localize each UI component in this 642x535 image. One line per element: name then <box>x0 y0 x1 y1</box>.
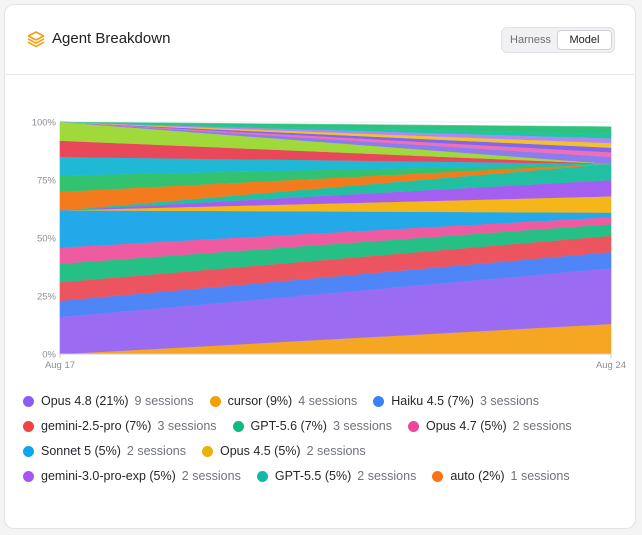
card-header: Agent Breakdown Harness Model <box>5 5 635 75</box>
legend-session-count: 1 sessions <box>510 469 570 483</box>
legend-item[interactable]: gemini-2.5-pro (7%) 3 sessions <box>23 414 217 439</box>
view-toggle: Harness Model <box>501 27 615 53</box>
legend-row: gemini-3.0-pro-exp (5%) 2 sessions GPT-5.5… <box>23 464 623 489</box>
legend-session-count: 2 sessions <box>306 444 366 458</box>
legend-label: Sonnet 5 (5%) <box>41 444 121 458</box>
legend-item[interactable]: gemini-3.0-pro-exp (5%) 2 sessions <box>23 464 241 489</box>
legend-session-count: 3 sessions <box>479 394 540 408</box>
series-edge <box>59 121 612 127</box>
legend-item[interactable]: GPT-5.5 (5%) 2 sessions <box>256 464 417 489</box>
legend-swatch <box>373 396 385 407</box>
legend-swatch <box>201 446 213 457</box>
legend-swatch <box>23 396 34 407</box>
legend-label: auto (2%) <box>450 469 505 483</box>
layers-icon <box>26 29 46 49</box>
legend-item[interactable]: auto (2%) 1 sessions <box>432 464 570 489</box>
card-title: Agent Breakdown <box>52 30 171 47</box>
x-tick-label: Aug 24 <box>596 360 626 371</box>
legend-label: Opus 4.8 (21%) <box>41 394 129 408</box>
legend-session-count: 4 sessions <box>298 394 358 408</box>
legend-swatch <box>23 471 34 482</box>
harness-toggle-button[interactable]: Harness <box>510 34 551 46</box>
area-series <box>59 121 612 134</box>
agent-breakdown-card: Agent Breakdown Harness Model 0% 25% 50% 75… <box>4 4 636 529</box>
legend-label: Opus 4.7 (5%) <box>426 419 507 433</box>
legend-item[interactable]: Opus 4.7 (5%) 2 sessions <box>408 414 572 439</box>
legend-swatch <box>232 421 244 432</box>
legend-session-count: 2 sessions <box>126 444 186 458</box>
y-tick-label: 50% <box>37 234 57 245</box>
y-tick-label: 100% <box>32 118 57 129</box>
legend-swatch <box>209 396 221 407</box>
legend-item[interactable]: Opus 4.8 (21%) 9 sessions <box>23 389 194 414</box>
x-tick-label: Aug 17 <box>45 360 75 371</box>
legend-label: GPT-5.6 (7%) <box>250 419 327 433</box>
legend-label: GPT-5.5 (5%) <box>274 469 352 483</box>
legend-swatch <box>432 471 444 482</box>
legend-session-count: 2 sessions <box>181 469 241 483</box>
legend-row: Opus 4.8 (21%) 9 sessions cursor (9%) 4 ses… <box>23 389 623 414</box>
legend-session-count: 3 sessions <box>332 419 393 433</box>
y-tick-label: 75% <box>37 176 57 187</box>
legend-label: cursor (9%) <box>227 394 293 408</box>
legend-session-count: 9 sessions <box>134 394 194 408</box>
model-toggle-button[interactable]: Model <box>557 30 612 50</box>
legend-swatch <box>23 421 34 432</box>
legend-label: Haiku 4.5 (7%) <box>391 394 474 408</box>
legend-session-count: 2 sessions <box>357 469 417 483</box>
legend-label: gemini-3.0-pro-exp (5%) <box>41 469 176 483</box>
y-tick-label: 25% <box>37 292 57 303</box>
legend-item[interactable]: Sonnet 5 (5%) 2 sessions <box>23 439 186 464</box>
legend-session-count: 2 sessions <box>512 419 572 433</box>
legend-item[interactable]: Opus 4.5 (5%) 2 sessions <box>201 439 366 464</box>
stacked-area-chart: 0% 25% 50% 75% 100% Aug 17 Aug 24 <box>32 118 626 372</box>
legend-swatch <box>23 446 34 457</box>
chart-legend: Opus 4.8 (21%) 9 sessions cursor (9%) 4 ses… <box>23 389 623 489</box>
y-tick-label: 0% <box>42 350 56 361</box>
legend-item[interactable]: GPT-5.6 (7%) 3 sessions <box>232 414 393 439</box>
legend-label: Opus 4.5 (5%) <box>219 444 301 458</box>
legend-label: gemini-2.5-pro (7%) <box>41 419 152 433</box>
legend-session-count: 3 sessions <box>157 419 217 433</box>
legend-row: Sonnet 5 (5%) 2 sessions Opus 4.5 (5%) 2 se… <box>23 439 623 464</box>
legend-swatch <box>256 471 268 482</box>
legend-item[interactable]: cursor (9%) 4 sessions <box>209 389 358 414</box>
legend-item[interactable]: Haiku 4.5 (7%) 3 sessions <box>373 389 539 414</box>
legend-row: gemini-2.5-pro (7%) 3 sessions GPT-5.6 (7%… <box>23 414 623 439</box>
legend-swatch <box>408 421 420 432</box>
